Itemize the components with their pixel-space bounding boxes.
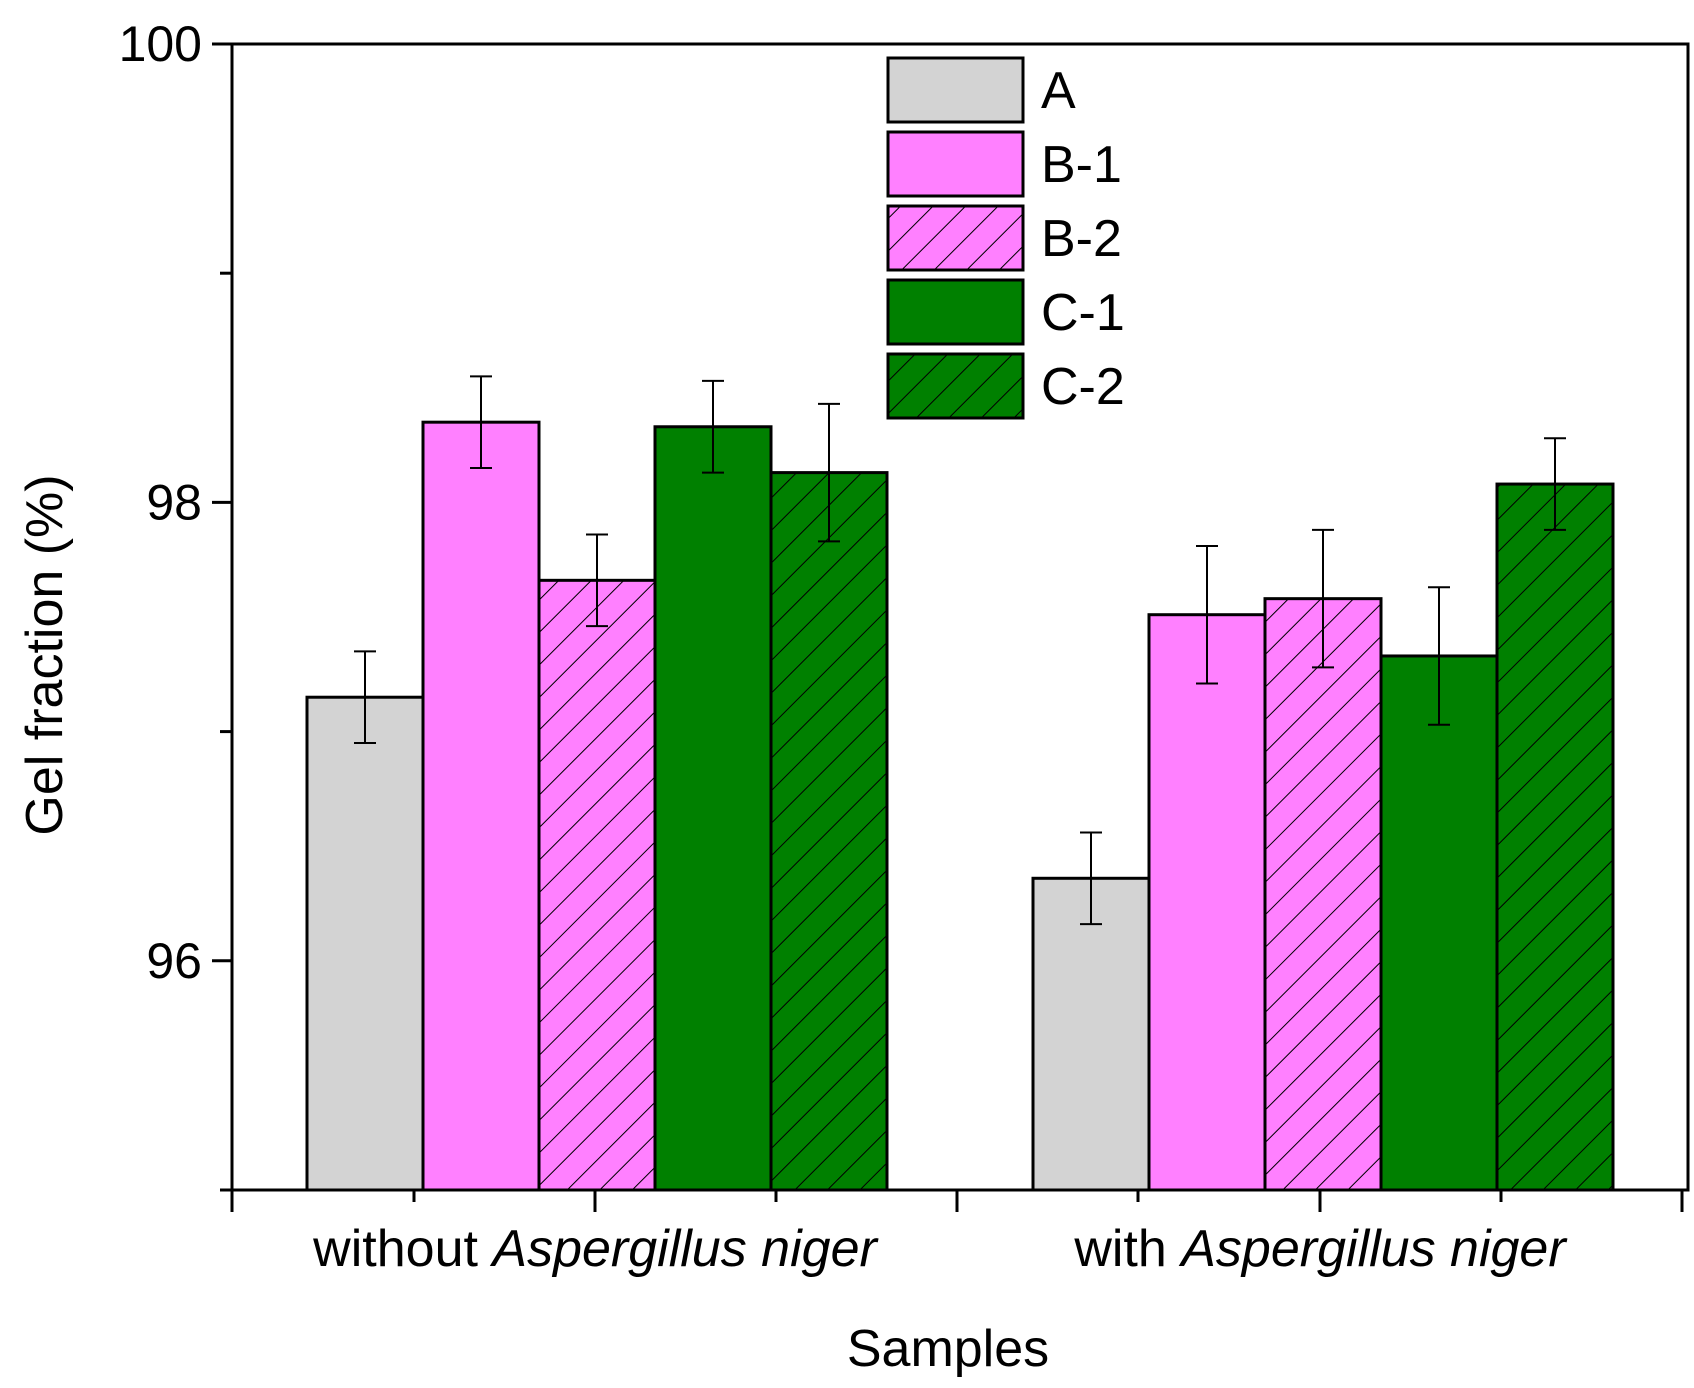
category-label-species: Aspergillus niger (1178, 1220, 1568, 1278)
y-axis-title: Gel fraction (%) (16, 474, 74, 835)
bar-b-2-group-2 (1263, 597, 1383, 1192)
legend-swatch-c-2 (886, 352, 1025, 420)
bar-b-2-group-1 (537, 578, 657, 1192)
legend-label-a: A (1041, 62, 1076, 120)
bar-c-1-group-2 (1379, 654, 1499, 1192)
legend-swatch-c-1 (886, 278, 1025, 346)
error-bars-layer (354, 375, 1566, 926)
error-bar-c-1-group-2 (1428, 586, 1450, 726)
y-axis: 96 98 100 (119, 16, 232, 1192)
legend-swatch-b-2 (886, 204, 1025, 272)
y-tick-label: 96 (146, 933, 202, 989)
category-label-prefix: with (1073, 1220, 1181, 1278)
bar-c-2-group-1 (769, 471, 889, 1192)
legend-swatch-b-1 (886, 130, 1025, 198)
y-tick-label: 98 (146, 474, 202, 530)
error-bar-b-1-group-1 (470, 375, 492, 470)
error-bar-b-2-group-2 (1312, 528, 1334, 669)
legend-label-c-1: C-1 (1041, 284, 1125, 342)
plot-area-frame (230, 42, 1690, 1192)
bar-a-group-2 (1031, 876, 1151, 1192)
category-label-prefix: without (312, 1220, 492, 1278)
error-bar-b-2-group-1 (586, 533, 608, 628)
legend: A B-1 B-2 C-1 C-2 (886, 56, 1125, 420)
y-tick-label: 100 (119, 16, 202, 72)
bar-c-1-group-1 (653, 425, 773, 1192)
bars-layer (305, 420, 1615, 1192)
error-bar-c-2-group-2 (1544, 437, 1566, 531)
bar-b-1-group-2 (1147, 613, 1267, 1192)
legend-label-b-2: B-2 (1041, 210, 1122, 268)
category-label-1: without Aspergillus niger (312, 1220, 879, 1278)
category-label-species: Aspergillus niger (489, 1220, 879, 1278)
x-axis-title: Samples (847, 1320, 1049, 1378)
bar-c-2-group-2 (1495, 482, 1615, 1192)
error-bar-c-1-group-1 (702, 379, 724, 474)
error-bar-b-1-group-2 (1196, 544, 1218, 685)
bar-b-1-group-1 (421, 420, 541, 1192)
error-bar-c-2-group-1 (818, 402, 840, 543)
x-axis: without Aspergillus niger with Aspergillu… (230, 1190, 1684, 1278)
legend-label-b-1: B-1 (1041, 136, 1122, 194)
category-label-2: with Aspergillus niger (1073, 1220, 1568, 1278)
error-bar-a-group-2 (1080, 831, 1102, 926)
legend-label-c-2: C-2 (1041, 358, 1125, 416)
error-bar-a-group-1 (354, 650, 376, 745)
legend-swatch-a (886, 56, 1025, 124)
bar-a-group-1 (305, 695, 425, 1192)
